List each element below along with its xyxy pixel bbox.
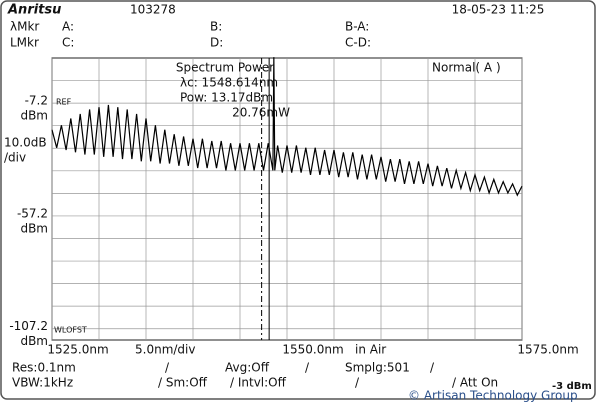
x-tick-label: 1575.0nm: [517, 343, 578, 357]
annotation-text: 20.76mW: [232, 106, 290, 120]
footer-text: Smplg:501: [345, 361, 410, 375]
markers-text: D:: [210, 36, 223, 50]
labels-text: in Air: [355, 343, 386, 357]
x-tick-label: 1525.0nm: [47, 343, 108, 357]
y-unit: dBm: [20, 221, 48, 235]
footer-text: © Artisan Technology Group: [408, 389, 578, 403]
annotation-text: λc: 1548.614nm: [180, 76, 278, 90]
labels-text: 10.0dB: [4, 136, 47, 150]
footer-text: / Intvl:Off: [230, 376, 287, 390]
footer-text: / Sm:Off: [158, 376, 208, 390]
annotation-text: Normal( A ): [432, 61, 501, 75]
y-tick-label: -57.2: [17, 206, 48, 220]
labels-text: 5.0nm/div: [135, 343, 195, 357]
footer-text: /: [305, 361, 310, 375]
footer-text: / Att On: [452, 376, 498, 390]
labels-text: REF: [56, 98, 72, 107]
annotation-text: Spectrum Power: [176, 61, 274, 75]
y-tick-label: -7.2: [25, 94, 48, 108]
x-tick-label: 1550.0nm: [282, 343, 343, 357]
header-text: 103278: [130, 3, 176, 17]
footer-text: VBW:1kHz: [12, 376, 73, 390]
y-unit: dBm: [20, 334, 48, 348]
markers-text: LMkr: [10, 36, 39, 50]
footer-text: -3 dBm: [552, 381, 592, 392]
y-tick-label: -107.2: [9, 319, 48, 333]
markers-text: A:: [62, 20, 74, 34]
footer-text: /: [430, 361, 435, 375]
y-unit: dBm: [20, 109, 48, 123]
markers-text: C-D:: [345, 36, 371, 50]
footer-text: Avg:Off: [225, 361, 270, 375]
spectrum-trace: [51, 57, 523, 197]
labels-text: /div: [4, 151, 26, 165]
footer-text: /: [165, 361, 170, 375]
footer-text: Res:0.1nm: [12, 361, 76, 375]
markers-text: B:: [210, 20, 222, 34]
markers-text: λMkr: [10, 20, 39, 34]
markers-text: C:: [62, 36, 74, 50]
annotation-text: Pow: 13.17dBm: [180, 91, 273, 105]
header-text: Anritsu: [7, 3, 61, 18]
labels-text: WLOFST: [54, 326, 87, 335]
markers-text: B-A:: [345, 20, 369, 34]
footer-text: /: [355, 376, 360, 390]
header-text: 18-05-23 11:25: [452, 3, 545, 17]
